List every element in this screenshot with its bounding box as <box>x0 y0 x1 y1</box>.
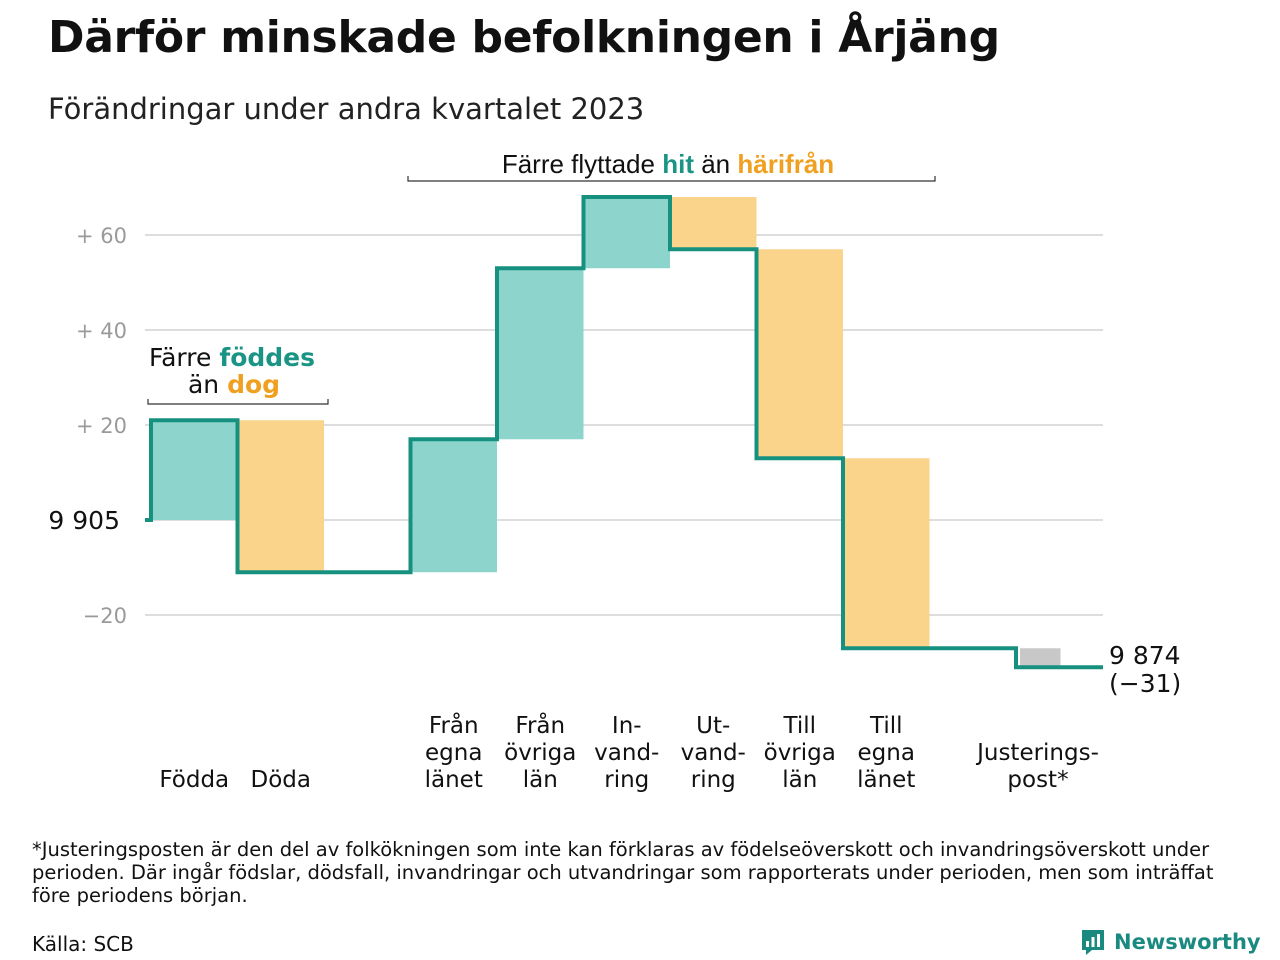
newsworthy-logo-icon <box>1082 930 1104 955</box>
start-value-label: 9 905 <box>48 506 120 535</box>
category-label-doda: Döda <box>251 767 311 793</box>
y-tick-label: + 20 <box>76 414 127 438</box>
births-bracket <box>147 399 329 405</box>
births-annotation-line1: Färre föddes <box>149 343 315 372</box>
category-label-fodda: Födda <box>159 767 229 793</box>
category-label-fran-egna: länet <box>425 767 483 793</box>
waterfall-bar-fran-egna <box>410 439 497 573</box>
category-label-invandring: In- <box>612 713 642 739</box>
category-label-utvandring: Ut- <box>696 713 730 739</box>
category-label-justering: post* <box>1007 767 1068 793</box>
category-label-till-egna: Till <box>869 713 903 739</box>
waterfall-bar-justering <box>1020 648 1061 668</box>
waterfall-bar-utvandring <box>670 197 757 250</box>
migration-annotation-text: än <box>694 149 737 179</box>
migration-annotation-emphasis: hit <box>662 149 694 179</box>
source-note: Källa: SCB <box>32 932 134 956</box>
category-label-fran-ovriga: Från <box>515 711 565 739</box>
end-value-label: 9 874 <box>1109 641 1181 670</box>
waterfall-bar-till-ovriga <box>756 249 843 459</box>
category-label-till-egna: egna <box>858 740 915 766</box>
waterfall-bar-fodda <box>151 420 238 520</box>
category-label-till-ovriga: Till <box>782 713 816 739</box>
waterfall-bar-doda <box>237 420 324 573</box>
category-label-invandring: vand- <box>594 740 659 766</box>
category-label-utvandring: ring <box>691 767 736 793</box>
migration-annotation: Färre flyttade hit än härifrån <box>502 149 834 179</box>
cumulative-step-line <box>145 195 1103 670</box>
category-label-fran-egna: egna <box>425 740 482 766</box>
category-label-fran-ovriga: län <box>523 767 558 793</box>
category-label-till-ovriga: län <box>782 767 817 793</box>
migration-annotation-text: Färre flyttade <box>502 149 662 179</box>
category-label-till-ovriga: övriga <box>764 740 836 766</box>
births-annotation-text: Färre <box>149 343 219 372</box>
births-annotation-line2: än dog <box>188 370 280 399</box>
footnote: *Justeringsposten är den del av folkökni… <box>32 838 1214 907</box>
y-tick-label: + 60 <box>76 224 127 248</box>
waterfall-bar-fran-ovriga <box>497 268 584 440</box>
waterfall-bar-till-egna <box>843 458 930 649</box>
births-annotation-emphasis: dog <box>227 370 280 399</box>
category-label-utvandring: vand- <box>681 740 746 766</box>
y-tick-label: + 40 <box>76 319 127 343</box>
migration-annotation-emphasis: härifrån <box>737 149 834 179</box>
category-label-fran-ovriga: övriga <box>504 740 576 766</box>
category-label-fran-egna: Från <box>429 711 479 739</box>
category-label-invandring: ring <box>604 767 649 793</box>
migration-bracket <box>407 176 936 182</box>
category-label-till-egna: länet <box>857 767 915 793</box>
brand-name: Newsworthy <box>1114 930 1261 954</box>
y-tick-label: −20 <box>83 604 127 628</box>
brand-logo: Newsworthy <box>1080 928 1261 956</box>
chart-subtitle: Förändringar under andra kvartalet 2023 <box>48 92 645 126</box>
births-annotation-text: än <box>188 370 227 399</box>
chart-title: Därför minskade befolkningen i Årjäng <box>48 12 1000 63</box>
births-annotation-emphasis: föddes <box>219 343 315 372</box>
category-label-justering: Justerings- <box>975 740 1099 766</box>
end-change-label: (−31) <box>1109 669 1181 698</box>
waterfall-bar-invandring <box>583 197 670 269</box>
